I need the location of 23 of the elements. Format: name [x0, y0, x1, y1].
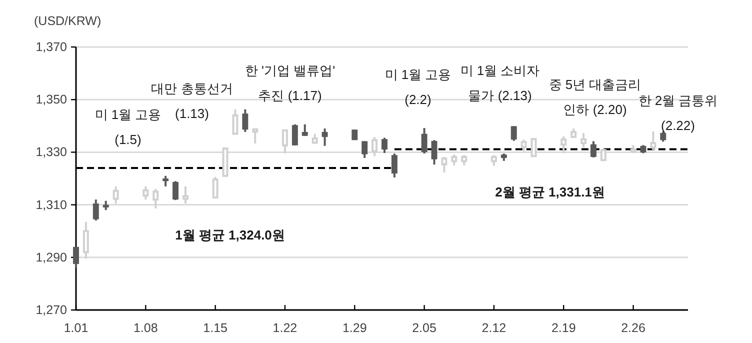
x-tick-label: 1.08: [133, 321, 158, 335]
x-tick-label: 2.05: [412, 321, 436, 335]
annotation: 한 2월 금통위 (2.22): [638, 93, 718, 133]
y-tick-label: 1,370: [36, 40, 68, 54]
annotation: 한 '기업 밸류업' 추진 (1.17): [244, 63, 336, 103]
y-tick-label: 1,350: [36, 92, 68, 107]
annotation: 미 1월 고용 (2.2): [384, 67, 452, 107]
y-tick-label: 1,330: [36, 145, 68, 160]
x-tick-label: 2.19: [551, 321, 576, 335]
annotation: 1월 평균 1,324.0원: [175, 228, 285, 242]
annotation: 미 1월 소비자 물가 (2.13): [460, 63, 540, 103]
y-tick-label: 1,310: [36, 198, 68, 212]
x-tick-label: 1.01: [64, 321, 88, 335]
annotation: 미 1월 고용 (1.5): [94, 107, 162, 147]
y-axis-title: (USD/KRW): [34, 14, 102, 28]
x-tick-label: 1.29: [342, 321, 367, 335]
y-tick-label: 1,270: [36, 303, 68, 317]
annotation: 2월 평균 1,331.1원: [495, 184, 605, 200]
x-tick-label: 2.12: [482, 321, 506, 335]
x-tick-label: 2.26: [621, 321, 646, 335]
x-tick-label: 1.15: [203, 321, 228, 335]
x-tick-label: 1.22: [272, 321, 298, 335]
y-tick-label: 1,290: [36, 250, 68, 264]
